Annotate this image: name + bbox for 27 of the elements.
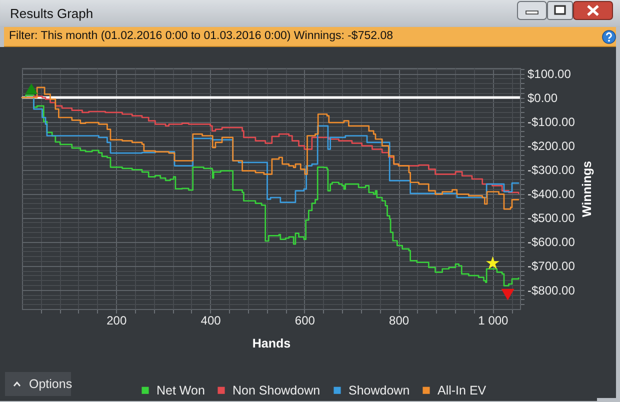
x-tick-label: 200 xyxy=(106,314,127,328)
chart-title: Results Graph xyxy=(10,6,94,21)
legend-label: All-In EV xyxy=(438,383,487,398)
y-tick-label: $0.00 xyxy=(528,91,558,106)
x-axis-title: Hands xyxy=(252,336,291,350)
x-tick-label: 1 000 xyxy=(478,314,509,328)
y-tick-label: -$100.00 xyxy=(528,115,576,130)
x-tick-label: 800 xyxy=(389,314,410,328)
legend-label: Showdown xyxy=(348,383,410,398)
legend-label: Net Won xyxy=(156,383,205,398)
point xyxy=(501,288,514,300)
y-tick-label: -$500.00 xyxy=(528,211,576,226)
legend-label: Non Showdown xyxy=(232,383,320,398)
y-tick-label: -$300.00 xyxy=(528,163,576,178)
y-tick-label: -$700.00 xyxy=(528,259,576,274)
y-tick-label: -$800.00 xyxy=(528,283,576,298)
point xyxy=(25,83,38,94)
text: Options xyxy=(29,377,72,391)
x-tick-label: 400 xyxy=(200,314,222,328)
y-tick-label: -$400.00 xyxy=(528,187,576,202)
y-tick-label: $100.00 xyxy=(528,67,572,82)
y-tick-label: -$200.00 xyxy=(528,139,576,154)
x-tick-label: 600 xyxy=(294,314,316,328)
y-tick-label: -$600.00 xyxy=(528,235,576,250)
chart-subtitle: Filter: This month (01.02.2016 0:00 to 01.03.2016 0:00) Winnings: -$752.08 xyxy=(9,30,394,42)
point xyxy=(486,256,500,270)
y-axis-title: Winnings xyxy=(580,160,594,218)
